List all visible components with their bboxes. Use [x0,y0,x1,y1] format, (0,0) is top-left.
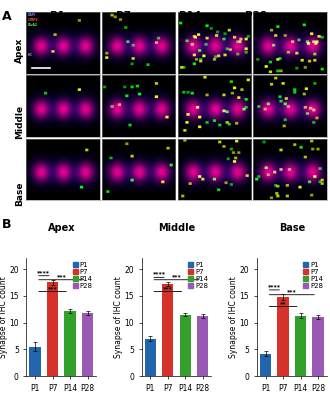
Legend: P1, P7, P14, P28: P1, P7, P14, P28 [188,262,208,289]
Text: A: A [2,10,11,23]
Y-axis label: Synapse of IHC count: Synapse of IHC count [0,276,8,358]
Bar [29,346,41,376]
Text: ****: **** [152,272,166,276]
Legend: P1, P7, P14, P28: P1, P7, P14, P28 [303,262,323,289]
Text: ***: *** [56,274,66,279]
Text: ****: **** [37,270,50,275]
Bar [312,317,324,376]
Bar [295,316,306,376]
Text: B: B [2,218,11,231]
Text: P14: P14 [179,11,201,21]
Title: Apex: Apex [48,222,75,232]
Bar [180,314,191,376]
Bar [64,311,76,376]
Text: Base: Base [15,182,24,206]
Text: P7: P7 [116,11,131,21]
Text: ***: *** [172,274,182,279]
Text: ****: **** [268,284,281,289]
Text: DAPI: DAPI [28,13,36,17]
Bar [82,313,93,376]
Text: P28: P28 [245,11,267,21]
Text: Apex: Apex [15,37,24,63]
Text: IHC: IHC [28,53,33,57]
Y-axis label: Synapse of IHC count: Synapse of IHC count [114,276,123,358]
Text: CTBP2: CTBP2 [28,18,39,22]
Text: ***: *** [287,289,297,294]
Bar [47,282,58,376]
Text: GluA2: GluA2 [28,24,38,28]
Text: **: ** [280,301,286,306]
Bar [260,354,271,376]
Bar [278,297,289,376]
Bar [197,316,209,376]
Text: Middle: Middle [15,105,24,139]
Text: P1: P1 [50,11,65,21]
Title: Base: Base [279,222,305,232]
Legend: P1, P7, P14, P28: P1, P7, P14, P28 [73,262,93,289]
Bar [162,284,174,376]
Text: ***: *** [48,286,57,291]
Text: ***: *** [163,286,173,291]
Y-axis label: Synapse of IHC count: Synapse of IHC count [229,276,238,358]
Bar [145,338,156,376]
Title: Middle: Middle [158,222,195,232]
